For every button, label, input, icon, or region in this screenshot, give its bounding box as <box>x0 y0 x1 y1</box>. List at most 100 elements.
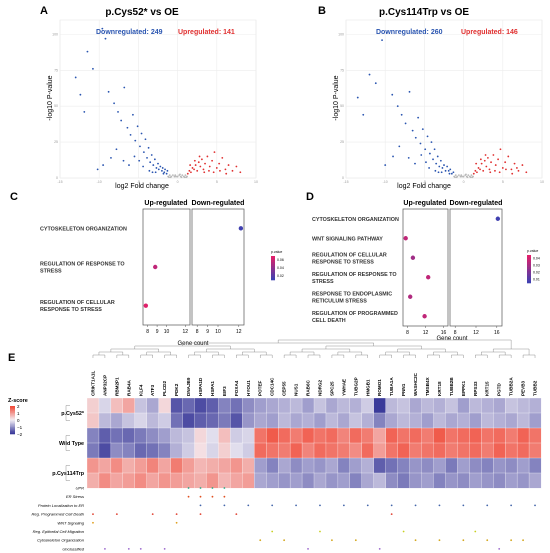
enrichment-d-category-label: REGULATION OF CELLULAR <box>312 252 387 258</box>
enrichment-d-dot <box>408 294 413 299</box>
heatmap-e-cell <box>278 457 291 474</box>
enrichment-c-legend-title: p.value <box>271 250 282 254</box>
enrichment-c-xtick: 9 <box>206 329 209 335</box>
volcano-a-point-up <box>190 171 192 174</box>
volcano-a-point-down <box>120 119 123 122</box>
volcano-b-point-down <box>381 39 383 42</box>
heatmap-e-annotation-label: Cytoskeleton Organization <box>37 538 85 543</box>
volcano-a-point-down <box>142 151 145 154</box>
heatmap-e-cell <box>242 457 255 474</box>
heatmap-e-cell <box>170 427 183 444</box>
volcano-b-point-up <box>494 164 497 166</box>
heatmap-e-gene-label: RAB6C <box>306 379 311 396</box>
heatmap-e-cell <box>86 442 100 459</box>
heatmap-e-cell <box>122 457 136 474</box>
heatmap-e-cell <box>469 472 482 489</box>
heatmap-e-gene-label: RBM2P1 <box>114 377 119 396</box>
heatmap-e-annotation-dot <box>498 548 501 550</box>
heatmap-e-cell <box>493 412 506 429</box>
heatmap-e-cell <box>254 397 267 414</box>
volcano-b-point-up <box>479 168 481 171</box>
volcano-a-point-down <box>152 164 155 166</box>
volcano-b-point-ns <box>460 174 463 177</box>
heatmap-e-gene-label: NUS1 <box>294 383 299 396</box>
heatmap-e-cell <box>206 412 219 429</box>
heatmap-e-gene-labels: CRIKT1A1L ANP32CP RBM2P1 RAB4A KLF4 ATF3 PLCD2… <box>90 371 537 396</box>
heatmap-e-cell <box>158 457 171 474</box>
heatmap-e-cell <box>158 397 171 414</box>
heatmap-e-cell <box>242 427 255 444</box>
heatmap-e-cell <box>493 457 506 474</box>
volcano-b-point-down <box>411 129 414 132</box>
heatmap-e-legend-swatch <box>10 425 15 428</box>
volcano-b: p.Cys114Trp vs OE -15 -10 -5 0 5 100255075100… <box>333 7 544 190</box>
heatmap-e-gene-label: PEVB3 <box>521 380 526 396</box>
heatmap-e-cell <box>134 427 148 444</box>
heatmap-e-cell <box>349 472 363 489</box>
enrichment-c-xticks: 8 9 10 12 8 9 10 12 <box>146 325 242 335</box>
heatmap-e-cell <box>505 442 518 459</box>
volcano-a-point-ns <box>175 175 177 178</box>
volcano-a-point-up <box>231 169 234 172</box>
enrichment-d-legend-swatch <box>527 269 531 272</box>
heatmap-e-cell <box>110 427 124 444</box>
volcano-a-point-up <box>211 159 213 162</box>
enrichment-d-category-label: REGULATION OF PROGRAMMED <box>312 311 398 317</box>
heatmap-e-gene-label: PLCD2 <box>162 380 167 396</box>
heatmap-e-cell <box>230 412 243 429</box>
heatmap-e-annotation-label: ER Stress <box>66 494 84 499</box>
heatmap-e-cell <box>206 427 219 444</box>
heatmap-e-cell <box>289 442 303 459</box>
heatmap-e-cell <box>433 427 446 444</box>
heatmap-e-gene-label: KRT18 <box>437 381 442 396</box>
volcano-a-ylabel: -log10 P-value <box>47 75 54 120</box>
heatmap-e-legend-swatch <box>10 418 15 421</box>
volcano-a-point-up <box>193 159 196 162</box>
heatmap-e-annotation-dot <box>139 548 142 550</box>
enrichment-c-xtick: 8 <box>146 329 149 335</box>
heatmap-e-cell <box>134 472 148 489</box>
heatmap-e-cell <box>122 472 136 489</box>
volcano-b-point-up <box>498 171 501 174</box>
volcano-b-point-down <box>452 171 455 174</box>
volcano-b-point-up <box>484 154 487 156</box>
heatmap-e-annotation-dot <box>486 539 489 542</box>
heatmap-e-cell <box>409 397 422 414</box>
heatmap-e-dendrogram-branch <box>385 351 410 355</box>
heatmap-e-cell <box>254 427 267 444</box>
heatmap-e-cell <box>146 472 160 489</box>
volcano-b-point-down <box>356 96 359 99</box>
heatmap-e-cell <box>98 457 112 474</box>
enrichment-d-xtick: 8 <box>454 330 457 336</box>
heatmap-e-cell <box>337 427 351 444</box>
volcano-a-point-ns <box>171 174 174 177</box>
heatmap-e-annotation-dot <box>247 504 250 507</box>
heatmap-e-cell <box>194 472 207 489</box>
heatmap-e-cell <box>421 472 434 489</box>
volcano-a-point-down <box>104 37 107 40</box>
enrichment-c-category-label: REGULATION OF RESPONSE TO <box>40 262 125 268</box>
heatmap-e-dendrogram-branch <box>212 354 225 358</box>
heatmap-e-annotation-label: Reg. Programmed Cell Death <box>32 512 85 517</box>
heatmap-e-cell <box>505 412 518 429</box>
volcano-b-point-ns <box>454 176 456 179</box>
heatmap-e-row-dendrogram <box>65 405 70 421</box>
volcano-a-xtick: -5 <box>137 180 140 184</box>
enrichment-d-dot <box>422 314 427 319</box>
heatmap-e-cell <box>194 427 207 444</box>
volcano-b-point-down <box>424 148 427 151</box>
enrichment-d-legend-swatch <box>527 273 531 277</box>
heatmap-e-cell <box>469 397 482 414</box>
enrichment-c-category-labels: CYTOSKELETON ORGANIZATION REGULATION OF R… <box>40 226 127 313</box>
volcano-a-point-down <box>110 156 112 159</box>
enrichment-c: Up-regulated Down-regulated CYTOSKELETON… <box>40 200 284 347</box>
heatmap-e-annotation-dot <box>462 504 465 507</box>
heatmap-e-cell <box>433 472 446 489</box>
heatmap-e-annotation-dot <box>127 548 130 550</box>
heatmap-e-cell <box>158 442 171 459</box>
heatmap-e-legend-swatch <box>10 420 15 422</box>
heatmap-e-annotation-label: Reg. Epithelial Cell Migration <box>33 529 85 534</box>
heatmap-e-dendrogram-branch <box>498 354 512 358</box>
heatmap-e-cell <box>457 472 470 489</box>
enrichment-c-facet-up <box>142 208 191 326</box>
